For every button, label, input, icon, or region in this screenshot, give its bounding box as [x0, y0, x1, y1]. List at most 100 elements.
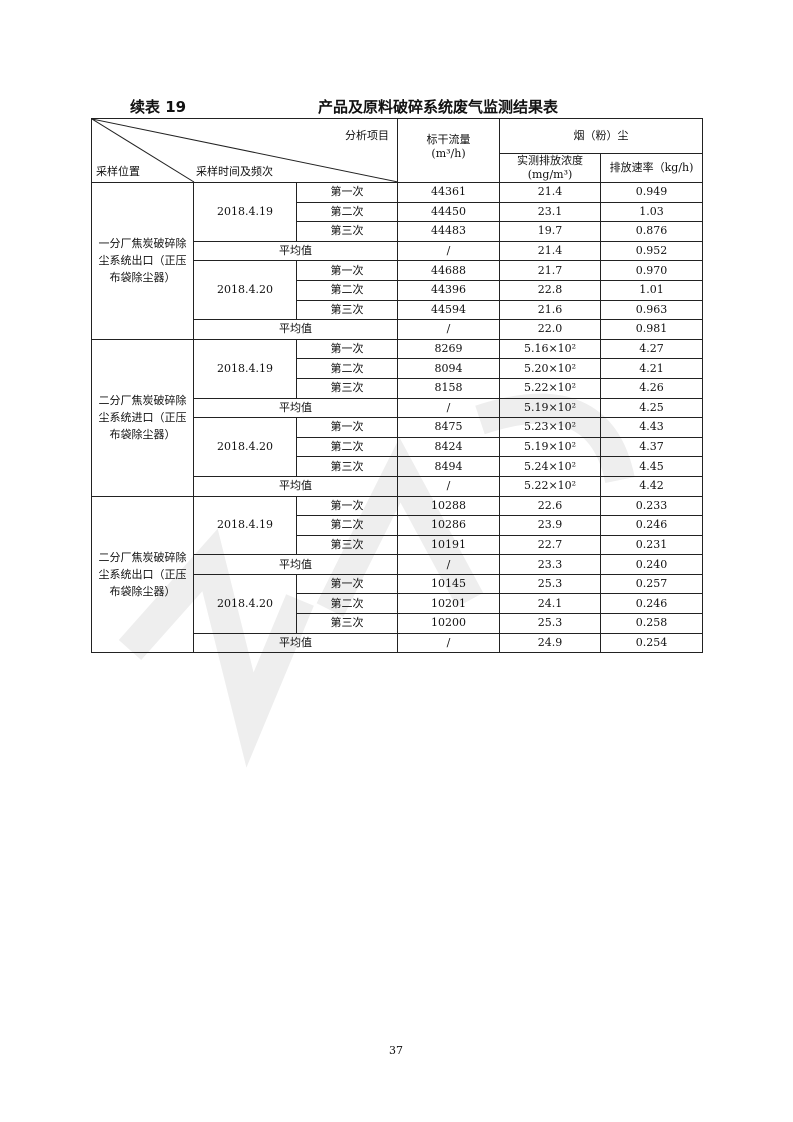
rate-value: 0.257	[600, 573, 704, 595]
table-number: 续表 19	[130, 98, 187, 116]
flow-value: 8269	[397, 338, 501, 360]
flow-value: /	[397, 632, 501, 654]
rate-value: 0.876	[600, 221, 704, 242]
concentration-value: 5.19×10²	[499, 436, 602, 458]
flow-header: 标干流量 (m³/h)	[397, 118, 501, 183]
concentration-value: 19.7	[499, 221, 602, 242]
sample-frequency: 第一次	[295, 338, 399, 360]
rate-value: 0.963	[600, 299, 704, 321]
sample-location: 二分厂焦炭破碎除尘系统出口（正压布袋除尘器）	[91, 495, 194, 654]
flow-value: 10288	[397, 495, 501, 517]
table-row: 第三次 44594 21.6 0.963	[92, 299, 704, 321]
table-row: 第三次 10200 25.3 0.258	[92, 613, 704, 634]
rate-value: 4.26	[600, 377, 704, 399]
concentration-value: 5.22×10²	[499, 377, 602, 399]
flow-value: 8494	[397, 456, 501, 477]
average-row: 平均值/5.19×10² 4.25	[92, 397, 704, 419]
average-row: 平均值/21.4 0.952	[92, 240, 704, 262]
flow-value: 8094	[397, 358, 501, 379]
analysis-item-label: 分析项目	[345, 129, 390, 142]
table-row: 第二次 8424 5.19×10² 4.37	[92, 436, 704, 458]
sample-frequency: 第二次	[295, 515, 399, 536]
dust-header: 烟（粉）尘	[499, 118, 704, 154]
flow-value: /	[397, 319, 501, 340]
table-row: 2018.4.20 第一次 10145 25.3 0.257	[92, 573, 704, 634]
average-label: 平均值	[192, 554, 399, 575]
rate-value: 4.37	[600, 436, 704, 458]
sample-frequency: 第三次	[295, 221, 399, 242]
flow-unit: (m³/h)	[431, 147, 466, 160]
rate-value: 4.45	[600, 456, 704, 477]
sample-frequency: 第三次	[295, 613, 399, 634]
sample-frequency: 第二次	[295, 279, 399, 301]
rate-value: 0.949	[600, 182, 704, 203]
table-row: 二分厂焦炭破碎除尘系统出口（正压布袋除尘器） 2018.4.19 第一次 10288 2…	[91, 495, 704, 654]
monitoring-results-table: 分析项目 采样位置 采样时间及频次 标干流量 (m³/h) 烟（粉）尘 实测排放…	[90, 118, 704, 654]
average-label: 平均值	[192, 240, 399, 262]
average-row: 平均值/24.9 0.254	[92, 632, 704, 654]
sample-location-label: 采样位置	[96, 165, 140, 178]
concentration-value: 22.7	[499, 534, 602, 556]
flow-value: 10201	[397, 593, 501, 615]
sample-frequency: 第三次	[295, 377, 399, 399]
sample-date: 2018.4.19	[193, 338, 297, 399]
concentration-value: 24.1	[499, 593, 602, 615]
average-label: 平均值	[192, 319, 399, 340]
concentration-value: 5.20×10²	[499, 358, 602, 379]
concentration-value: 21.7	[499, 260, 602, 281]
sample-frequency: 第二次	[295, 436, 399, 458]
concentration-value: 21.4	[499, 240, 602, 262]
concentration-unit: (mg/m³)	[527, 167, 573, 181]
flow-value: 8424	[397, 436, 501, 458]
table-row: 第三次 8494 5.24×10² 4.45	[92, 456, 704, 477]
rate-value: 4.27	[600, 338, 704, 360]
sample-frequency: 第一次	[295, 260, 399, 281]
flow-value: 10145	[397, 573, 501, 595]
concentration-value: 22.0	[499, 319, 602, 340]
sample-date: 2018.4.20	[193, 417, 297, 477]
rate-value: 0.981	[600, 319, 704, 340]
flow-label: 标干流量	[426, 133, 471, 146]
rate-value: 4.25	[600, 397, 704, 419]
flow-value: /	[397, 240, 501, 262]
table-row: 一分厂焦炭破碎除尘系统出口（正压布袋除尘器） 2018.4.19 第一次 44361 2…	[91, 182, 704, 340]
flow-value: /	[397, 475, 501, 497]
concentration-value: 5.23×10²	[499, 417, 602, 438]
sample-frequency: 第一次	[295, 573, 399, 595]
sample-time-label: 采样时间及频次	[196, 165, 273, 178]
flow-value: 44450	[397, 201, 501, 223]
concentration-value: 5.22×10²	[499, 475, 602, 497]
sample-frequency: 第三次	[295, 534, 399, 556]
page-number: 37	[389, 1044, 403, 1057]
flow-value: 8475	[397, 417, 501, 438]
sample-location: 二分厂焦炭破碎除尘系统进口（正压布袋除尘器）	[91, 338, 194, 497]
rate-header: 排放速率（kg/h)	[600, 152, 704, 184]
sample-frequency: 第一次	[295, 417, 399, 438]
rate-value: 0.246	[600, 515, 704, 536]
concentration-header: 实测排放浓度 (mg/m³)	[499, 152, 602, 184]
rate-value: 0.231	[600, 534, 704, 556]
sample-frequency: 第二次	[295, 593, 399, 615]
rate-value: 0.258	[600, 613, 704, 634]
average-label: 平均值	[192, 475, 399, 497]
concentration-value: 5.19×10²	[499, 397, 602, 419]
concentration-value: 23.9	[499, 515, 602, 536]
table-row: 第二次 44396 22.8 1.01	[92, 279, 704, 301]
average-label: 平均值	[192, 632, 399, 654]
table-row: 第二次 10201 24.1 0.246	[92, 593, 704, 615]
sample-date: 2018.4.20	[193, 260, 297, 321]
flow-value: 10286	[397, 515, 501, 536]
sample-date: 2018.4.19	[193, 495, 297, 556]
table-row: 第二次 10286 23.9 0.246	[92, 515, 704, 536]
sample-frequency: 第三次	[295, 299, 399, 321]
sample-date: 2018.4.20	[193, 573, 297, 634]
flow-value: /	[397, 554, 501, 575]
flow-value: 44361	[397, 182, 501, 203]
rate-value: 0.240	[600, 554, 704, 575]
rate-value: 0.246	[600, 593, 704, 615]
rate-value: 0.970	[600, 260, 704, 281]
table-row: 第二次 44450 23.1 1.03	[92, 201, 704, 223]
concentration-label: 实测排放浓度	[517, 153, 584, 167]
flow-value: 8158	[397, 377, 501, 399]
sample-frequency: 第三次	[295, 456, 399, 477]
